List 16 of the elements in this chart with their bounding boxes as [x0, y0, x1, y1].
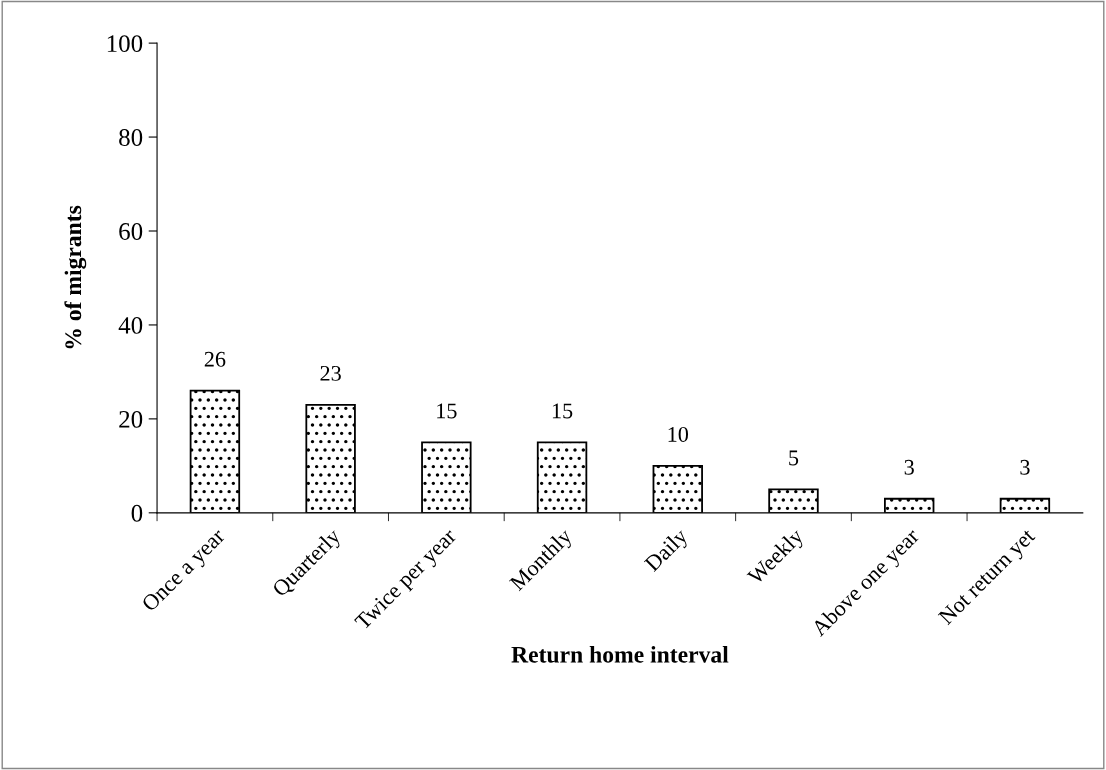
data-label: 15: [552, 403, 573, 419]
data-label: 3: [1020, 459, 1030, 475]
y-tick-label: 20: [119, 410, 143, 428]
y-tick-label: 60: [119, 223, 143, 240]
y-tick-label: 100: [107, 35, 143, 53]
data-label: 23: [320, 365, 341, 381]
y-tick-label: 40: [118, 316, 143, 334]
y-axis-title: % of migrants: [64, 205, 87, 349]
data-label: 5: [789, 450, 799, 466]
data-label: 10: [668, 426, 689, 442]
y-tick-label: 80: [119, 129, 143, 146]
y-tick-label: 0: [131, 504, 143, 522]
data-label: 26: [204, 351, 226, 367]
x-axis-title: Return home interval: [511, 646, 729, 663]
data-label: 3: [904, 459, 914, 475]
data-label: 15: [437, 403, 457, 419]
